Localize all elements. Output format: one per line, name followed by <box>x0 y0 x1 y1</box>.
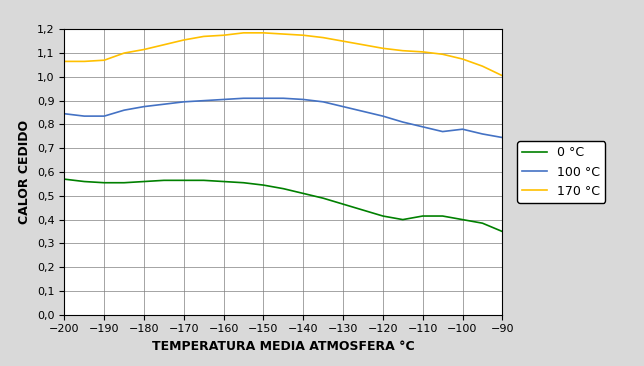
170 °C <box>419 50 426 54</box>
170 °C <box>319 36 327 40</box>
170 °C <box>498 74 506 78</box>
0 °C <box>61 177 68 181</box>
100 °C <box>140 104 148 109</box>
170 °C <box>160 42 168 47</box>
100 °C <box>120 108 128 112</box>
0 °C <box>279 186 287 191</box>
170 °C <box>459 57 466 61</box>
170 °C <box>61 59 68 64</box>
100 °C <box>339 104 347 109</box>
0 °C <box>180 178 187 183</box>
170 °C <box>279 32 287 36</box>
0 °C <box>120 180 128 185</box>
100 °C <box>359 109 367 113</box>
100 °C <box>160 102 168 107</box>
0 °C <box>359 208 367 212</box>
100 °C <box>299 97 307 102</box>
100 °C <box>498 135 506 140</box>
170 °C <box>100 58 108 62</box>
0 °C <box>80 179 88 184</box>
100 °C <box>260 96 267 100</box>
170 °C <box>220 33 227 37</box>
0 °C <box>200 178 207 183</box>
170 °C <box>439 52 446 56</box>
0 °C <box>260 183 267 187</box>
100 °C <box>200 98 207 103</box>
100 °C <box>180 100 187 104</box>
170 °C <box>339 39 347 43</box>
100 °C <box>80 114 88 118</box>
Line: 100 °C: 100 °C <box>64 98 502 138</box>
0 °C <box>319 196 327 201</box>
0 °C <box>220 179 227 184</box>
170 °C <box>260 31 267 35</box>
100 °C <box>459 127 466 131</box>
Y-axis label: CALOR CEDIDO: CALOR CEDIDO <box>19 120 32 224</box>
170 °C <box>180 38 187 42</box>
170 °C <box>240 31 247 35</box>
0 °C <box>339 202 347 206</box>
100 °C <box>220 97 227 102</box>
170 °C <box>140 47 148 52</box>
0 °C <box>478 221 486 225</box>
170 °C <box>399 48 406 53</box>
0 °C <box>240 180 247 185</box>
100 °C <box>61 112 68 116</box>
170 °C <box>200 34 207 38</box>
100 °C <box>399 120 406 124</box>
0 °C <box>459 217 466 222</box>
100 °C <box>279 96 287 100</box>
100 °C <box>478 132 486 136</box>
Line: 0 °C: 0 °C <box>64 179 502 232</box>
170 °C <box>299 33 307 37</box>
0 °C <box>419 214 426 218</box>
100 °C <box>439 129 446 134</box>
0 °C <box>140 179 148 184</box>
Line: 170 °C: 170 °C <box>64 33 502 76</box>
X-axis label: TEMPERATURA MEDIA ATMOSFERA °C: TEMPERATURA MEDIA ATMOSFERA °C <box>152 340 415 353</box>
100 °C <box>100 114 108 118</box>
170 °C <box>359 42 367 47</box>
0 °C <box>379 214 387 218</box>
0 °C <box>498 229 506 234</box>
170 °C <box>120 51 128 55</box>
100 °C <box>419 124 426 129</box>
170 °C <box>478 64 486 68</box>
100 °C <box>240 96 247 100</box>
100 °C <box>379 114 387 118</box>
Legend: 0 °C, 100 °C, 170 °C: 0 °C, 100 °C, 170 °C <box>517 141 605 203</box>
0 °C <box>439 214 446 218</box>
170 °C <box>80 59 88 64</box>
0 °C <box>160 178 168 183</box>
0 °C <box>399 217 406 222</box>
0 °C <box>100 180 108 185</box>
170 °C <box>379 46 387 51</box>
0 °C <box>299 191 307 195</box>
100 °C <box>319 100 327 104</box>
